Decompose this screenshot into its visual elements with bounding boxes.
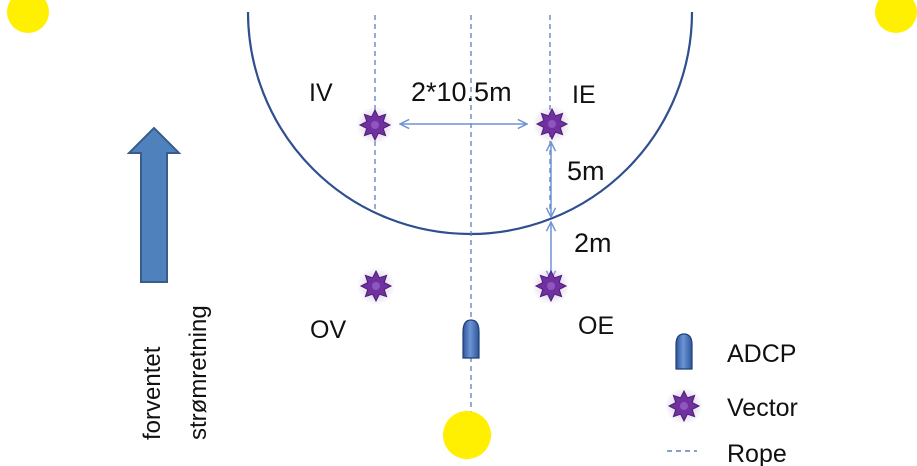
fish-cage-ring [246,11,694,236]
buoy-top-right [875,0,917,33]
inner-distance-label: 5m [567,156,605,186]
station-label-ov: OV [310,316,346,344]
legend-label-adcp: ADCP [727,340,796,368]
current-direction-label: forventet strømretning [139,305,212,440]
station-label-oe: OE [578,312,614,340]
current-label-line2: strømretning [185,305,212,440]
vector-icon-iv [355,105,395,145]
vector-icon-oe [531,266,571,306]
current-label-line1: forventet [139,346,166,440]
adcp-icon [462,319,480,359]
legend-adcp-icon [675,333,693,370]
buoy-top-left [7,0,49,33]
legend-label-vector: Vector [727,394,798,422]
station-label-ie: IE [572,81,596,109]
buoy-bottom [443,411,491,459]
vector-icon-ov [356,266,396,306]
station-label-iv: IV [309,79,333,107]
current-direction-arrow [126,126,182,283]
legend: ADCP Vector Rope [664,333,798,466]
legend-label-rope: Rope [727,440,787,466]
outer-distance-label: 2m [574,228,612,258]
vector-icon-ie [532,104,572,144]
legend-vector-icon [664,386,704,426]
width-dimension-label: 2*10.5m [411,77,512,107]
